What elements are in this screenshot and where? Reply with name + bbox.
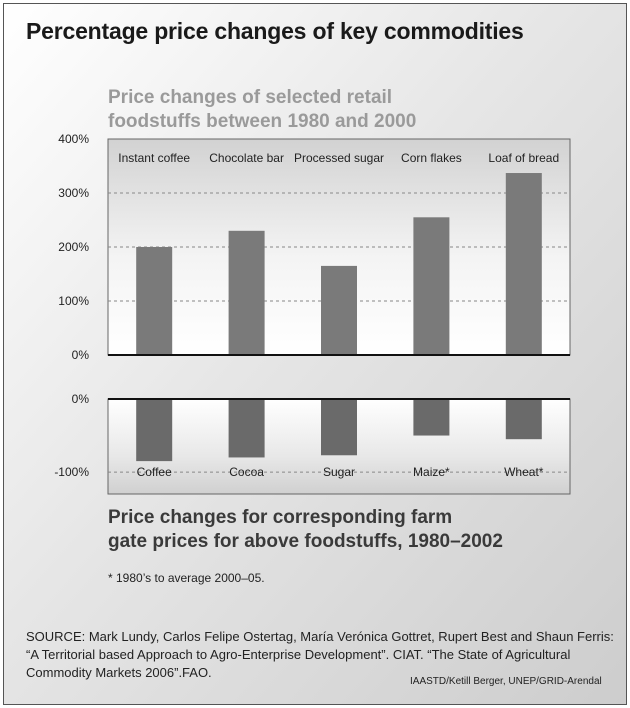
bot-category-label: Sugar: [323, 465, 355, 479]
bot-category-label: Cocoa: [229, 465, 264, 479]
top-category-label: Corn flakes: [401, 151, 462, 165]
bottom-chart-title-line-1: Price changes for corresponding farm: [108, 507, 453, 528]
top-bar-2: [228, 230, 265, 355]
top-bar-4: [413, 217, 450, 355]
source-line-2: “A Territorial based Approach to Agro-En…: [26, 647, 571, 662]
top-bar-1: [136, 247, 173, 355]
bot-category-label: Maize*: [413, 465, 450, 479]
top-category-label: Loaf of bread: [488, 151, 559, 165]
top-category-label: Instant coffee: [118, 151, 190, 165]
page-title: Percentage price changes of key commodit…: [26, 18, 524, 44]
source-line-1: SOURCE: Mark Lundy, Carlos Felipe Ostert…: [26, 629, 614, 644]
top-chart-title: Price changes of selected retail foodstu…: [108, 86, 588, 134]
bot-category-label: Coffee: [137, 465, 172, 479]
bot-bar-1: [136, 399, 173, 462]
source-text: SOURCE: Mark Lundy, Carlos Felipe Ostert…: [26, 628, 616, 682]
bottom-chart-title-line-2: gate prices for above foodstuffs, 1980–2…: [108, 531, 503, 552]
top-chart-title-line-2: foodstuffs between 1980 and 2000: [108, 111, 417, 132]
top-chart-title-line-1: Price changes of selected retail: [108, 87, 393, 108]
source-line-3: Commodity Markets 2006”.FAO.: [26, 665, 212, 680]
bot-y-tick-label: -100%: [54, 465, 89, 479]
top-y-tick-label: 100%: [58, 294, 89, 308]
top-category-label: Chocolate bar: [209, 151, 284, 165]
bot-bar-3: [321, 399, 357, 456]
top-y-tick-label: 300%: [58, 186, 89, 200]
top-y-tick-label: 0%: [72, 348, 90, 362]
top-bar-5: [505, 173, 542, 355]
credit: IAASTD/Ketill Berger, UNEP/GRID-Arendal: [410, 676, 602, 687]
footnote: * 1980’s to average 2000–05.: [108, 571, 265, 585]
bot-bar-4: [413, 399, 450, 436]
top-category-label: Processed sugar: [294, 151, 384, 165]
bot-category-label: Wheat*: [504, 465, 544, 479]
bot-y-tick-label: 0%: [72, 392, 90, 406]
bottom-chart-title: Price changes for corresponding farm gat…: [108, 506, 588, 554]
top-y-tick-label: 400%: [58, 132, 89, 146]
bot-bar-5: [505, 399, 542, 440]
top-y-tick-label: 200%: [58, 240, 89, 254]
top-bar-3: [321, 265, 357, 355]
bot-bar-2: [228, 399, 265, 458]
